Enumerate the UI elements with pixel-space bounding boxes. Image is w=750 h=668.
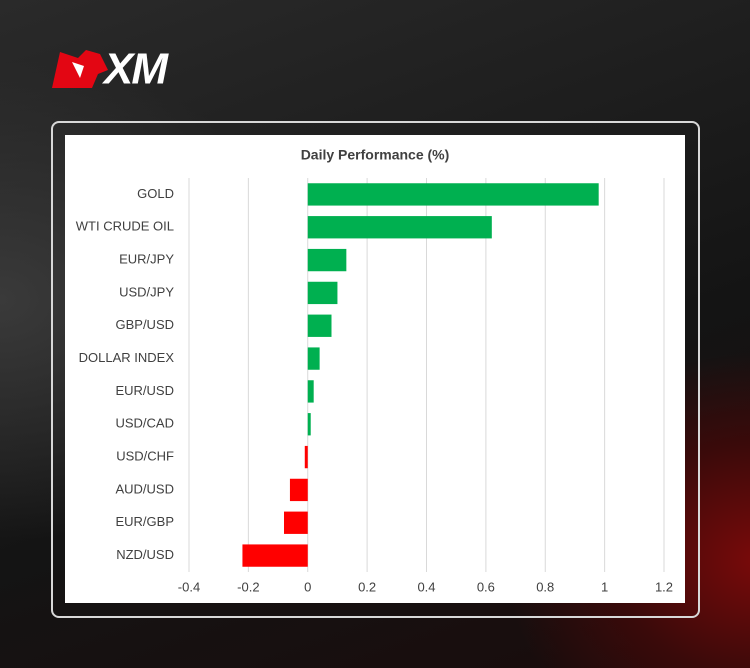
y-tick-label: USD/JPY <box>119 284 174 299</box>
y-tick-label: NZD/USD <box>116 547 174 562</box>
bar <box>307 281 338 305</box>
y-tick-label: DOLLAR INDEX <box>79 350 175 365</box>
y-tick-label: EUR/GBP <box>115 514 174 529</box>
logo-text: XM <box>101 45 169 94</box>
bar <box>307 380 314 403</box>
plot-background <box>65 135 685 603</box>
bar <box>284 511 308 534</box>
card-border <box>51 121 700 618</box>
x-tick-label: 0.2 <box>358 579 376 594</box>
bar <box>289 478 308 502</box>
x-tick-label: 0.6 <box>477 579 495 594</box>
bar <box>307 314 332 337</box>
x-tick-label: -0.4 <box>178 579 200 594</box>
bar <box>304 445 308 469</box>
bar <box>307 347 320 370</box>
x-tick-label: 1 <box>601 579 608 594</box>
y-tick-label: EUR/JPY <box>119 252 174 267</box>
y-tick-label: USD/CHF <box>116 449 174 464</box>
y-tick-label: AUD/USD <box>115 481 174 496</box>
chart-title: Daily Performance (%) <box>301 147 450 163</box>
x-tick-label: 0.8 <box>536 579 554 594</box>
y-tick-label: USD/CAD <box>115 416 174 431</box>
y-tick-label: WTI CRUDE OIL <box>76 219 174 234</box>
y-tick-label: EUR/USD <box>115 383 174 398</box>
x-tick-label: 1.2 <box>655 579 673 594</box>
bar <box>242 544 308 567</box>
y-tick-label: GOLD <box>137 186 174 201</box>
x-tick-label: 0.4 <box>417 579 435 594</box>
logo-icon-detail <box>72 62 84 78</box>
y-tick-label: GBP/USD <box>115 317 174 332</box>
bar <box>307 183 599 206</box>
logo: XM <box>52 45 171 94</box>
bar <box>307 248 347 272</box>
bar <box>307 216 492 239</box>
x-tick-label: -0.2 <box>237 579 259 594</box>
x-tick-label: 0 <box>304 579 311 594</box>
bar <box>307 413 311 436</box>
